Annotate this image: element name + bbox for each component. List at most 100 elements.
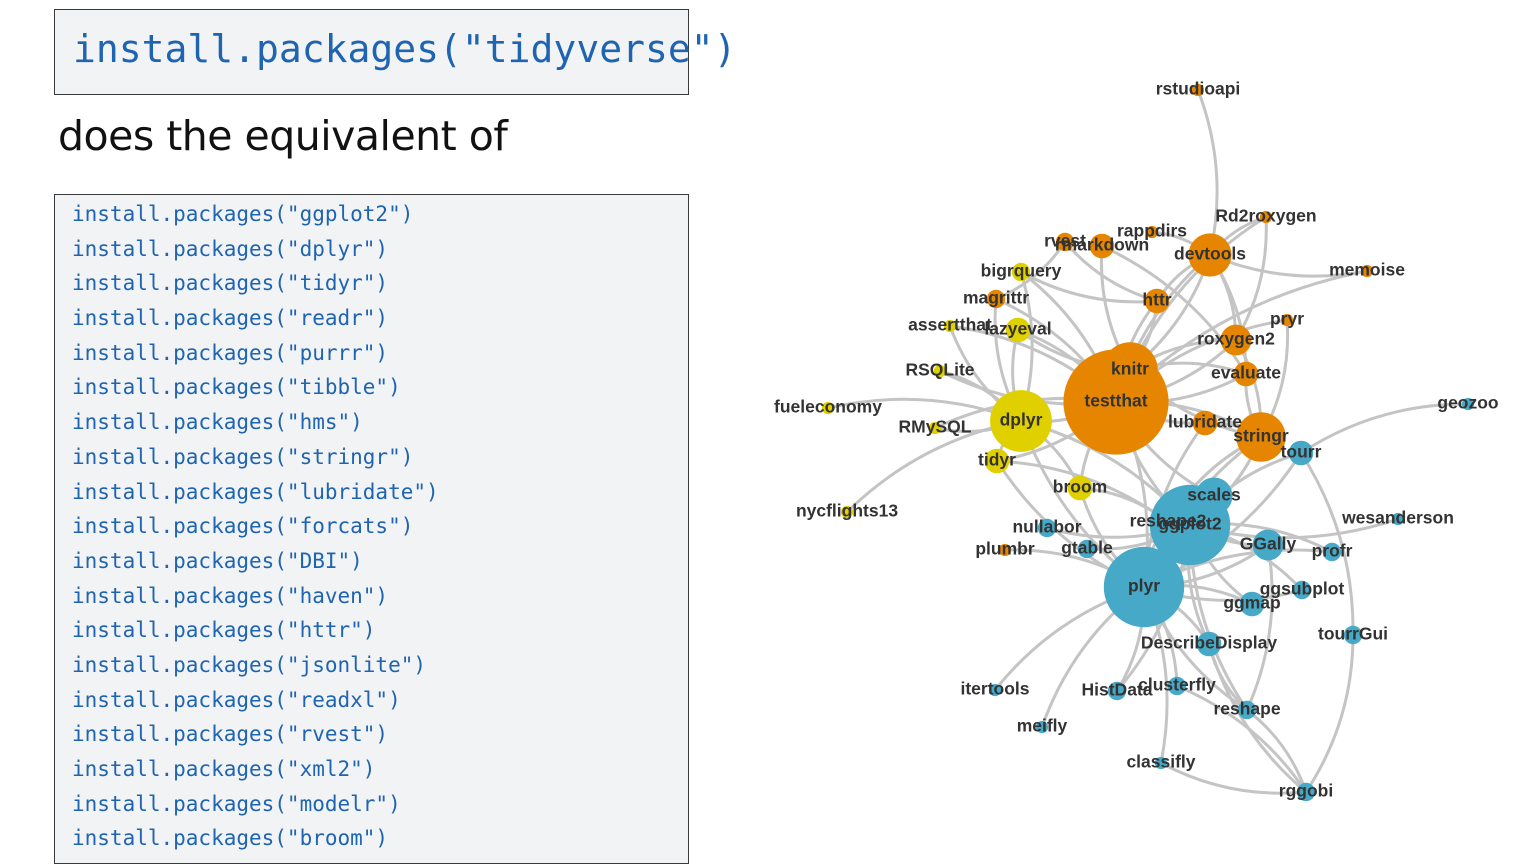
install-line: install.packages("dplyr") (72, 236, 389, 261)
label-RSQLite: RSQLite (905, 360, 974, 380)
node-httr (1144, 288, 1170, 314)
node-clusterfly (1167, 676, 1187, 696)
tidyverse-install-box: install.packages("tidyverse") (54, 9, 736, 95)
tidyverse-install-command: install.packages("tidyverse") (73, 27, 737, 71)
install-line: install.packages("readr") (72, 306, 389, 331)
node-magrittr (986, 289, 1006, 309)
label-plumbr: plumbr (975, 539, 1034, 559)
install-line: install.packages("tidyr") (72, 271, 389, 296)
network-nodes (821, 83, 1475, 802)
node-broom (1067, 475, 1093, 501)
label-DescribeDisplay: DescribeDisplay (1141, 633, 1277, 653)
label-geozoo: geozoo (1437, 393, 1498, 413)
label-clusterfly: clusterfly (1138, 675, 1216, 695)
install-line: install.packages("DBI") (72, 548, 363, 573)
install-line: install.packages("lubridate") (72, 479, 439, 504)
node-ggplot2 (1149, 484, 1231, 566)
label-GGally: GGally (1240, 534, 1297, 554)
label-fueleconomy: fueleconomy (774, 397, 882, 417)
node-plyr (1103, 546, 1185, 628)
label-stringr: stringr (1233, 426, 1289, 446)
node-DescribeDisplay (1196, 631, 1222, 657)
node-rmarkdown (1089, 233, 1115, 259)
install-line: install.packages("forcats") (72, 514, 414, 539)
label-broom: broom (1053, 477, 1107, 497)
subtitle: does the equivalent of (58, 112, 508, 160)
install-line: install.packages("haven") (72, 583, 389, 608)
install-line: install.packages("broom") (72, 826, 389, 851)
label-knitr: knitr (1111, 359, 1149, 379)
edge-DescribeDisplay-rggobi (1207, 642, 1308, 794)
install-line: install.packages("tibble") (72, 375, 401, 400)
label-evaluate: evaluate (1211, 363, 1281, 383)
label-Rd2roxygen: Rd2roxygen (1215, 206, 1316, 226)
label-httr: httr (1142, 290, 1171, 310)
edge-reshape-rggobi (1245, 708, 1308, 794)
label-roxygen2: roxygen2 (1197, 329, 1275, 349)
label-nycflights13: nycflights13 (796, 501, 898, 521)
label-ggmap: ggmap (1223, 593, 1280, 613)
install-line: install.packages("ggplot2") (72, 202, 414, 226)
label-testthat: testthat (1084, 391, 1147, 411)
label-ggplot2: ggplot2 (1158, 514, 1221, 534)
node-memoise (1360, 264, 1374, 278)
install-lines-list: install.packages("ggplot2") install.packa… (72, 197, 439, 856)
node-stringr (1236, 412, 1286, 462)
node-meifly (1035, 720, 1049, 734)
label-gtable: gtable (1061, 538, 1113, 558)
label-rvest: rvest (1044, 231, 1086, 251)
install-line: install.packages("hms") (72, 410, 363, 435)
node-GGally (1252, 529, 1284, 561)
node-ggmap (1239, 591, 1265, 617)
label-classifly: classifly (1126, 752, 1195, 772)
edge-tourrGui-rggobi (1304, 633, 1355, 794)
node-rappdirs (1145, 225, 1159, 239)
node-nullabor (1037, 518, 1057, 538)
label-pryr: pryr (1270, 309, 1304, 329)
label-bigrquery: bigrquery (981, 261, 1062, 281)
package-dependency-network: rstudioapi Rd2roxygen rappdirs rvestrmarkdo… (774, 79, 1499, 802)
label-rggobi: rggobi (1279, 781, 1333, 801)
node-fueleconomy (821, 401, 835, 415)
node-tourrGui (1343, 625, 1363, 645)
node-rggobi (1296, 782, 1316, 802)
label-assertthat: assertthat (908, 315, 992, 335)
label-reshape: reshape (1213, 699, 1280, 719)
label-itertools: itertools (960, 679, 1029, 699)
install-line: install.packages("rvest") (72, 722, 389, 747)
node-itertools (988, 683, 1002, 697)
install-line: install.packages("httr") (72, 618, 376, 643)
node-dplyr (990, 390, 1052, 452)
edge-classifly-rggobi (1159, 761, 1308, 795)
edge-GGally-reshape (1245, 543, 1274, 712)
label-lubridate: lubridate (1168, 412, 1242, 432)
label-reshape2: reshape2 (1130, 511, 1207, 531)
label-devtools: devtools (1174, 244, 1246, 264)
node-roxygen2 (1220, 324, 1252, 356)
node-assertthat (943, 319, 957, 333)
install-line: install.packages("stringr") (72, 444, 414, 469)
edge-tourr-tourrGui (1299, 451, 1355, 637)
node-Rd2roxygen (1259, 210, 1273, 224)
label-lazyeval: lazyeval (984, 319, 1051, 339)
label-memoise: memoise (1329, 260, 1405, 280)
label-rmarkdown: rmarkdown (1055, 235, 1149, 255)
install-line: install.packages("jsonlite") (72, 652, 427, 677)
node-reshape (1237, 700, 1257, 720)
node-tourr (1288, 440, 1314, 466)
node-testthat (1063, 349, 1169, 455)
label-nullabor: nullabor (1012, 517, 1081, 537)
node-lazyeval (1005, 317, 1031, 343)
label-dplyr: dplyr (1000, 410, 1043, 430)
node-gtable (1077, 539, 1097, 559)
node-profr (1322, 542, 1342, 562)
install-line: install.packages("xml2") (72, 757, 376, 781)
label-RMySQL: RMySQL (899, 417, 972, 437)
install-lines-box: install.packages("ggplot2") install.packa… (54, 194, 689, 864)
node-wesanderson (1391, 512, 1405, 526)
install-line: install.packages("modelr") (72, 791, 401, 816)
edge-rvest-magrittr (994, 240, 1067, 301)
node-pryr (1280, 313, 1294, 327)
install-line: install.packages("purrr") (72, 340, 389, 365)
edge-rstudioapi-devtools (1196, 88, 1219, 257)
